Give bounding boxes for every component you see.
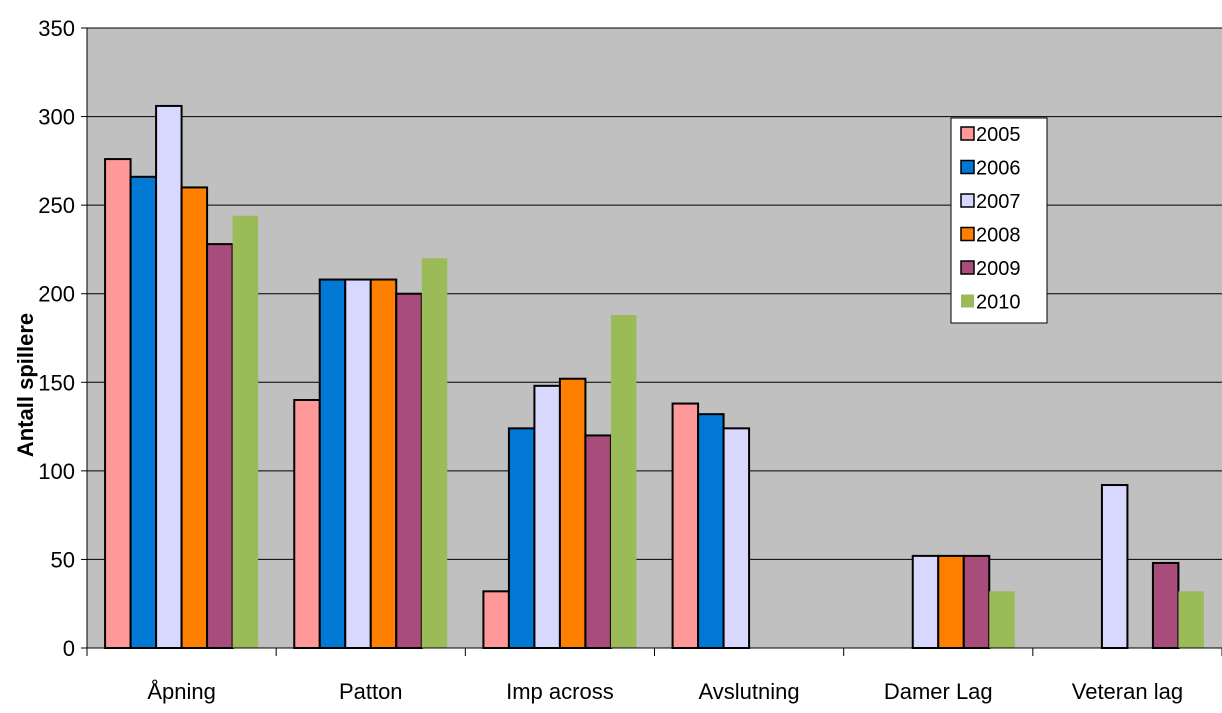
x-tick-label: Åpning [147,679,216,704]
legend-box [950,117,1048,324]
y-tick-label: 250 [38,193,75,218]
bar-2009-2 [584,434,612,649]
bar-2007-0 [155,104,183,649]
y-tick-label: 50 [51,547,75,572]
bar-2009-1 [395,292,423,649]
legend-items: 2005 2006 2007 2008 2009 2010 [960,124,1021,314]
legend-label-2007: 2007 [976,191,1021,213]
y-tick-label: 100 [38,459,75,484]
bar-2007-1 [344,278,372,649]
x-tick-label: Veteran lag [1072,679,1183,704]
bar-2010-2 [610,314,637,648]
legend-swatch-2010 [961,294,974,308]
legend-label-2009: 2009 [976,258,1021,280]
bar-2006-2 [507,427,536,650]
y-axis-title: Antall spillere [13,313,38,457]
bar-2009-5 [1151,561,1180,650]
bar-2010-0 [232,215,259,648]
legend: 2005 2006 2007 2008 2009 2010 [950,117,1048,324]
bar-2010-5 [1178,591,1204,648]
bar-2009-0 [206,243,234,649]
bar-2006-1 [318,278,347,649]
y-tick-label: 150 [38,370,75,395]
legend-swatch-2005 [960,126,975,141]
y-tick-label: 350 [38,16,75,41]
x-tick-label: Patton [339,679,403,704]
bar-2005-0 [104,158,132,649]
y-tick-labels: 0 50 100 150 200 250 300 350 [38,16,75,661]
bar-2007-2 [533,384,561,649]
bar-2010-4 [989,591,1015,648]
grid-lines [87,27,1222,560]
bar-2009-4 [962,554,991,650]
bar-2005-1 [293,399,321,649]
y-tick-label: 0 [63,636,75,661]
bar-2005-2 [482,590,510,649]
bar-2007-4 [911,554,940,650]
bar-2005-3 [671,402,700,649]
legend-swatch-2007 [960,193,975,208]
legend-label-2005: 2005 [976,124,1021,146]
bar-2006-3 [697,413,725,649]
legend-label-2008: 2008 [976,225,1021,247]
y-tick-label: 300 [38,105,75,130]
x-tick-label: Imp across [506,679,614,704]
legend-label-2006: 2006 [976,158,1021,180]
axes [81,27,1222,656]
bar-2008-1 [369,278,398,649]
bar-2007-5 [1100,484,1129,649]
bar-2006-0 [129,175,158,650]
legend-label-2010: 2010 [976,292,1021,314]
bar-2008-2 [558,377,587,649]
bar-2008-4 [937,554,965,650]
y-tick-label: 200 [38,282,75,307]
legend-swatch-2009 [960,260,975,275]
bar-2007-3 [722,427,751,650]
legend-swatch-2008 [960,226,975,242]
x-tick-label: Avslutning [699,679,800,704]
x-tick-label: Damer Lag [884,679,993,704]
bar-2010-1 [421,258,448,648]
bar-2008-0 [180,186,209,650]
x-tick-labels: Åpning Patton Imp across Avslutning Damer La… [147,679,1183,704]
legend-swatch-2006 [960,159,975,175]
